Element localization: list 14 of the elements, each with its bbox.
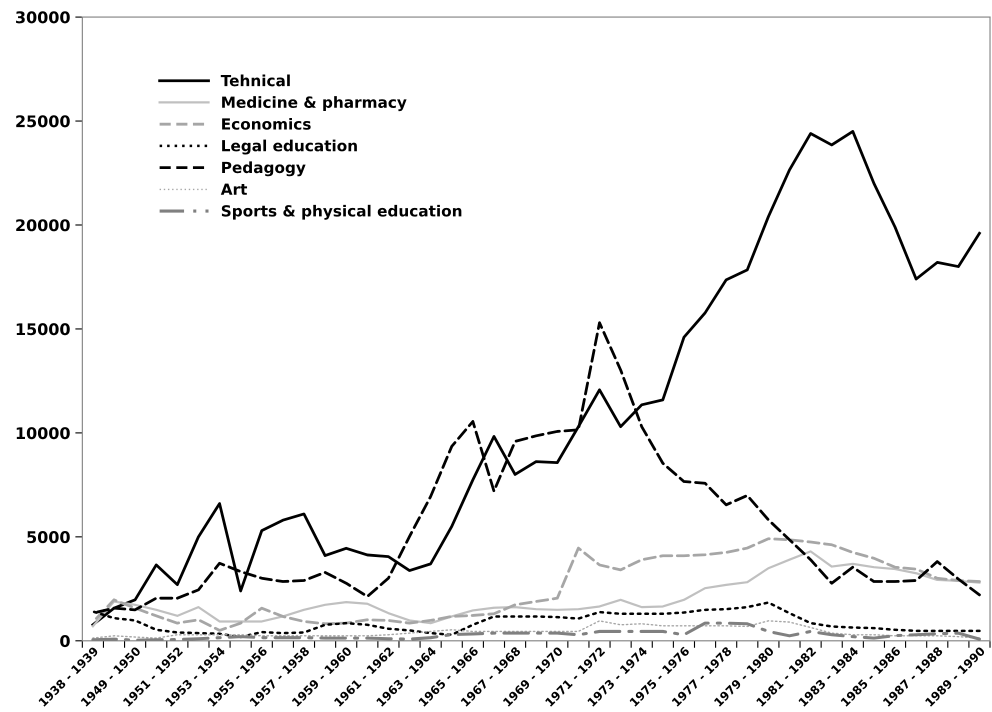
y-tick-label: 20000 bbox=[16, 219, 70, 232]
y-tick-label: 5000 bbox=[27, 531, 70, 544]
y-tick-label: 25000 bbox=[16, 115, 70, 128]
legend-label: Economics bbox=[222, 118, 311, 130]
legend-label: Tehnical bbox=[220, 74, 290, 86]
legend-label: Medicine & pharmacy bbox=[222, 96, 407, 112]
y-tick-label: 15000 bbox=[16, 323, 70, 336]
y-tick-label: 30000 bbox=[16, 11, 70, 24]
legend-label: Art bbox=[220, 184, 248, 195]
legend-label: Pedagogy bbox=[222, 161, 306, 176]
legend-label: Sports & physical education bbox=[222, 204, 462, 220]
legend-label: Legal education bbox=[222, 140, 357, 155]
y-tick-label: 0 bbox=[60, 635, 70, 648]
y-tick-label: 10000 bbox=[16, 427, 70, 440]
